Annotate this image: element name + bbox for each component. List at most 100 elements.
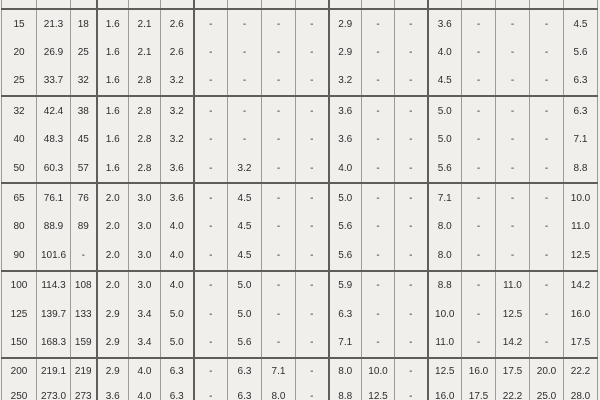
value-cell: 4.0 <box>160 270 195 300</box>
value-cell: 3.2 <box>328 66 362 97</box>
value-cell: - <box>261 212 296 242</box>
table-row: 125 139.7 133 2.9 3.4 5.0-5.0- -6.3- -10.0-12.5… <box>1 299 598 329</box>
value-cell: - <box>361 9 395 39</box>
value-cell: 3.0 <box>128 183 161 213</box>
value-cell: 76 <box>70 183 98 213</box>
value-cell: - <box>361 96 395 126</box>
value-cell: 2.0 <box>96 212 129 242</box>
table-row: 40 48.3 45 1.6 2.8 3.2- - - -3.6- -5.0- - -7.1 <box>1 125 598 154</box>
value-cell: - <box>295 270 330 300</box>
value-cell: - <box>394 212 429 242</box>
value-cell: 60.3 <box>36 153 71 184</box>
value-cell: 2.8 <box>128 153 161 184</box>
value-cell: 4.0 <box>128 384 161 400</box>
value-cell: - <box>394 328 429 358</box>
value-cell: - <box>529 9 564 39</box>
value-cell: 5.0 <box>227 299 262 329</box>
value-cell: 3.6 <box>328 96 362 126</box>
value-cell: 5.6 <box>227 328 262 358</box>
value-cell: 8.8 <box>328 384 362 400</box>
table-row: 90 101.6-2.0 3.0 4.0-4.5- -5.6- -8.0- - -12.5 <box>1 241 598 271</box>
value-cell: 2.8 <box>128 125 161 154</box>
value-cell: - <box>261 153 296 184</box>
row-label-cell: 32 <box>1 96 37 126</box>
value-cell: 2.9 <box>96 299 129 329</box>
value-cell: 76.1 <box>36 183 71 213</box>
value-cell: 18 <box>70 9 98 39</box>
value-cell: - <box>495 9 530 39</box>
header-cell <box>563 0 598 9</box>
row-group: 200 219.1 219 2.9 4.0 6.3-6.3 7.1-8.0 10.0-12.5… <box>1 357 598 400</box>
value-cell: 12.5 <box>495 299 530 329</box>
header-row-partial <box>1 0 598 9</box>
value-cell: 3.0 <box>128 241 161 271</box>
row-group: 15 21.3 18 1.6 2.1 2.6- - - -2.9- -3.6- - -4.5 20 26.… <box>1 9 598 97</box>
value-cell: - <box>227 9 262 39</box>
value-cell: - <box>394 270 429 300</box>
value-cell: - <box>295 328 330 358</box>
value-cell: - <box>495 183 530 213</box>
value-cell: 17.5 <box>461 384 496 400</box>
value-cell: 4.0 <box>160 212 195 242</box>
value-cell: - <box>361 270 395 300</box>
value-cell: - <box>495 125 530 154</box>
value-cell: 4.5 <box>427 66 462 97</box>
value-cell: 1.6 <box>96 96 129 126</box>
value-cell: 8.8 <box>427 270 462 300</box>
value-cell: 5.0 <box>227 270 262 300</box>
row-label-cell: 65 <box>1 183 37 213</box>
value-cell: 3.6 <box>427 9 462 39</box>
value-cell: - <box>261 270 296 300</box>
value-cell: 17.5 <box>563 328 598 358</box>
value-cell: - <box>70 241 98 271</box>
value-cell: 3.2 <box>160 96 195 126</box>
value-cell: 5.0 <box>160 328 195 358</box>
row-label-cell: 200 <box>1 357 37 385</box>
row-group: 32 42.4 38 1.6 2.8 3.2- - - -3.6- -5.0- - -6.3 40 48.… <box>1 96 598 184</box>
value-cell: - <box>461 183 496 213</box>
value-cell: 25 <box>70 38 98 67</box>
value-cell: 5.6 <box>328 212 362 242</box>
value-cell: - <box>394 384 429 400</box>
header-cell <box>70 0 98 9</box>
value-cell: - <box>227 66 262 97</box>
table-row: 15 21.3 18 1.6 2.1 2.6- - - -2.9- -3.6- - -4.5 <box>1 9 598 39</box>
value-cell: 10.0 <box>427 299 462 329</box>
value-cell: 7.1 <box>563 125 598 154</box>
value-cell: 8.0 <box>427 212 462 242</box>
value-cell: - <box>394 241 429 271</box>
value-cell: 16.0 <box>427 384 462 400</box>
value-cell: - <box>461 241 496 271</box>
value-cell: 1.6 <box>96 66 129 97</box>
header-cell <box>261 0 296 9</box>
value-cell: - <box>495 96 530 126</box>
value-cell: - <box>461 270 496 300</box>
value-cell: 89 <box>70 212 98 242</box>
value-cell: 38 <box>70 96 98 126</box>
value-cell: - <box>361 66 395 97</box>
value-cell: 10.0 <box>361 357 395 385</box>
value-cell: - <box>529 328 564 358</box>
value-cell: - <box>495 153 530 184</box>
row-group: 65 76.1 76 2.0 3.0 3.6-4.5- -5.0- -7.1- - -10.0 80… <box>1 183 598 271</box>
value-cell: - <box>529 299 564 329</box>
header-cell <box>36 0 71 9</box>
value-cell: - <box>193 9 228 39</box>
table-row: 200 219.1 219 2.9 4.0 6.3-6.3 7.1-8.0 10.0-12.5… <box>1 357 598 385</box>
row-label-cell: 150 <box>1 328 37 358</box>
value-cell: - <box>193 66 228 97</box>
value-cell: 11.0 <box>427 328 462 358</box>
value-cell: 2.9 <box>96 328 129 358</box>
value-cell: - <box>193 241 228 271</box>
header-cell <box>295 0 330 9</box>
value-cell: 11.0 <box>563 212 598 242</box>
header-cell <box>529 0 564 9</box>
value-cell: 4.5 <box>563 9 598 39</box>
table-row: 20 26.9 25 1.6 2.1 2.6- - - -2.9- -4.0- - -5.6 <box>1 38 598 67</box>
value-cell: - <box>394 153 429 184</box>
table-row: 65 76.1 76 2.0 3.0 3.6-4.5- -5.0- -7.1- - -10.0 <box>1 183 598 213</box>
value-cell: 159 <box>70 328 98 358</box>
value-cell: 6.3 <box>563 96 598 126</box>
value-cell: 5.0 <box>427 125 462 154</box>
